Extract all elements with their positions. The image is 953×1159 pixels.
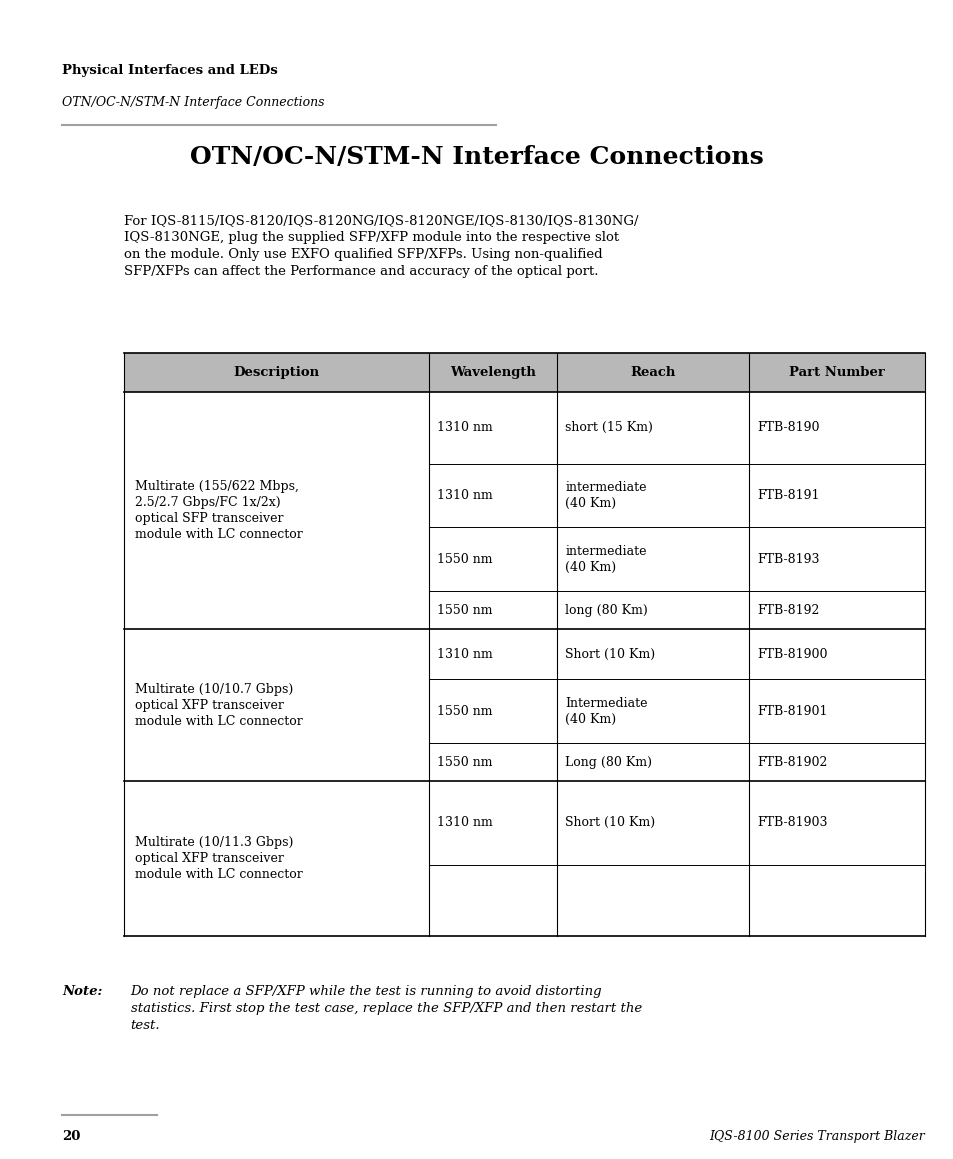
Text: 1310 nm: 1310 nm — [436, 816, 493, 830]
Text: Short (10 Km): Short (10 Km) — [565, 816, 655, 830]
Text: long (80 Km): long (80 Km) — [565, 604, 647, 617]
Text: Description: Description — [233, 366, 319, 379]
Text: 1550 nm: 1550 nm — [436, 756, 492, 768]
Text: Short (10 Km): Short (10 Km) — [565, 648, 655, 661]
Text: Multirate (10/10.7 Gbps)
optical XFP transceiver
module with LC connector: Multirate (10/10.7 Gbps) optical XFP tra… — [135, 683, 303, 728]
Text: OTN/OC-N/STM-N Interface Connections: OTN/OC-N/STM-N Interface Connections — [190, 145, 763, 169]
Text: FTB-8191: FTB-8191 — [757, 489, 820, 502]
Text: FTB-8192: FTB-8192 — [757, 604, 820, 617]
Text: FTB-81902: FTB-81902 — [757, 756, 827, 768]
Bar — [124, 353, 924, 392]
Text: OTN/OC-N/STM-N Interface Connections: OTN/OC-N/STM-N Interface Connections — [62, 96, 324, 109]
Text: Reach: Reach — [630, 366, 675, 379]
Text: Long (80 Km): Long (80 Km) — [565, 756, 652, 768]
Text: Multirate (10/11.3 Gbps)
optical XFP transceiver
module with LC connector: Multirate (10/11.3 Gbps) optical XFP tra… — [135, 837, 303, 881]
Text: Part Number: Part Number — [788, 366, 884, 379]
Text: Intermediate
(40 Km): Intermediate (40 Km) — [565, 697, 647, 726]
Text: short (15 Km): short (15 Km) — [565, 421, 653, 435]
Text: For IQS-8115/IQS-8120/IQS-8120NG/IQS-8120NGE/IQS-8130/IQS-8130NG/
IQS-8130NGE, p: For IQS-8115/IQS-8120/IQS-8120NG/IQS-812… — [124, 214, 638, 278]
Text: 1310 nm: 1310 nm — [436, 648, 493, 661]
Text: FTB-8193: FTB-8193 — [757, 553, 820, 566]
Text: Do not replace a SFP/XFP while the test is running to avoid distorting
statistic: Do not replace a SFP/XFP while the test … — [131, 985, 641, 1033]
Text: 1310 nm: 1310 nm — [436, 489, 493, 502]
Text: intermediate
(40 Km): intermediate (40 Km) — [565, 545, 646, 574]
Text: FTB-81900: FTB-81900 — [757, 648, 827, 661]
Text: 1550 nm: 1550 nm — [436, 705, 492, 717]
Text: FTB-81903: FTB-81903 — [757, 816, 827, 830]
Text: intermediate
(40 Km): intermediate (40 Km) — [565, 481, 646, 510]
Text: Wavelength: Wavelength — [449, 366, 535, 379]
Text: 20: 20 — [62, 1130, 80, 1143]
Text: 1550 nm: 1550 nm — [436, 553, 492, 566]
Text: Note:: Note: — [62, 985, 102, 998]
Text: Physical Interfaces and LEDs: Physical Interfaces and LEDs — [62, 64, 277, 76]
Text: Multirate (155/622 Mbps,
2.5/2.7 Gbps/FC 1x/2x)
optical SFP transceiver
module w: Multirate (155/622 Mbps, 2.5/2.7 Gbps/FC… — [135, 480, 303, 541]
Text: IQS-8100 Series Transport Blazer: IQS-8100 Series Transport Blazer — [709, 1130, 924, 1143]
Text: FTB-81901: FTB-81901 — [757, 705, 827, 717]
Text: 1310 nm: 1310 nm — [436, 421, 493, 435]
Text: FTB-8190: FTB-8190 — [757, 421, 820, 435]
Text: 1550 nm: 1550 nm — [436, 604, 492, 617]
